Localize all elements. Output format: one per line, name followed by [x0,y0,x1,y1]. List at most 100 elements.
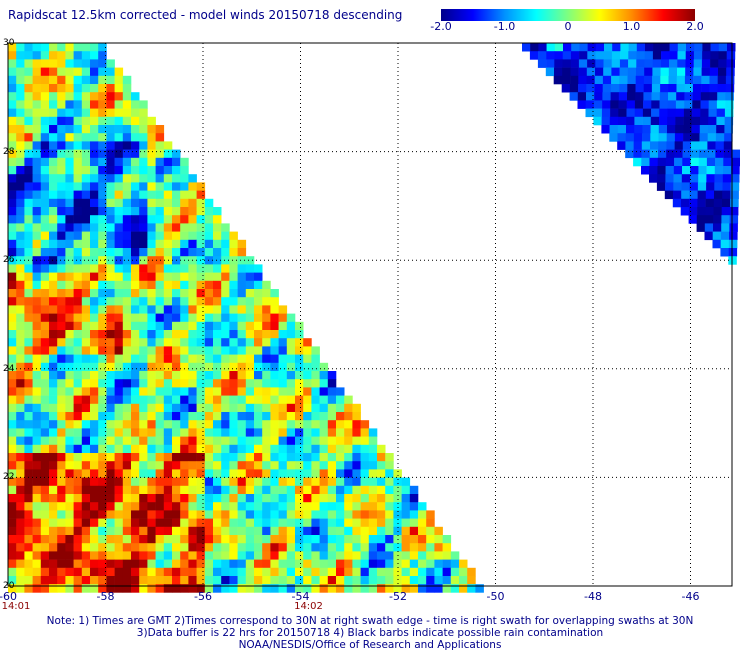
wind-cell [361,437,370,446]
wind-cell [106,346,115,355]
wind-cell [287,363,296,372]
wind-cell [8,207,17,216]
wind-cell [369,535,378,544]
wind-cell [147,232,156,241]
swath-time-label: 14:02 [294,601,323,612]
wind-cell [82,461,91,470]
wind-cell [604,59,613,68]
wind-cell [82,289,91,298]
wind-cell [682,182,691,191]
wind-cell [33,92,42,101]
wind-cell [16,223,25,232]
wind-cell [16,494,25,503]
wind-cell [270,297,279,306]
wind-cell [90,289,99,298]
wind-cell [180,543,189,552]
wind-cell [65,510,74,519]
wind-cell [115,330,124,339]
wind-cell [139,486,148,495]
wind-cell [57,232,65,241]
wind-cell [221,420,230,429]
wind-cell [16,469,25,478]
wind-cell [41,76,50,85]
wind-cell [123,223,132,232]
wind-cell [172,264,181,273]
wind-cell [131,166,140,175]
wind-cell [131,125,140,134]
wind-cell [287,568,296,577]
wind-cell [475,584,484,593]
wind-cell [361,453,370,462]
wind-cell [65,305,74,314]
wind-cell [172,150,181,159]
wind-cell [205,215,214,224]
wind-cell [328,510,337,519]
wind-cell [74,43,83,52]
wind-cell [57,396,65,405]
wind-cell [604,51,613,60]
wind-cell [172,527,181,536]
wind-cell [41,445,50,454]
wind-cell [238,527,247,536]
wind-cell [65,289,74,298]
wind-cell [205,510,214,519]
wind-cell [49,527,58,536]
wind-cell [131,174,140,183]
wind-cell [369,568,378,577]
wind-cell [57,338,65,347]
wind-cell [328,412,337,421]
wind-cell [180,223,189,232]
wind-cell [727,43,736,52]
wind-cell [221,273,230,282]
wind-cell [115,305,124,314]
wind-cell [636,59,645,68]
wind-cell [295,412,304,421]
wind-cell [254,322,263,331]
wind-cell [49,92,58,101]
wind-cell [578,92,587,101]
wind-cell [188,543,197,552]
wind-cell [596,43,605,52]
wind-cell [123,519,132,528]
wind-cell [49,84,58,93]
wind-cell [221,478,230,487]
wind-cell [164,412,173,421]
wind-cell [410,568,419,577]
wind-cell [213,314,222,323]
wind-cell [709,100,718,109]
latitude-label: 24 [3,364,14,374]
wind-cell [311,412,320,421]
wind-cell [33,502,42,511]
wind-cell [172,289,181,298]
wind-cell [147,207,156,216]
wind-cell [82,158,91,167]
wind-cell [270,543,279,552]
wind-cell [682,174,691,183]
wind-cell [115,510,124,519]
wind-cell [694,59,703,68]
wind-cell [352,519,361,528]
wind-cell [82,264,91,273]
wind-cell [188,281,197,290]
wind-cell [246,445,255,454]
wind-cell [336,560,345,569]
wind-cell [41,51,50,60]
wind-cell [16,560,25,569]
wind-cell [156,428,165,437]
wind-cell [139,346,148,355]
wind-cell [262,396,271,405]
wind-cell [612,59,621,68]
wind-cell [8,510,17,519]
wind-cell [344,428,353,437]
wind-cell [90,568,99,577]
wind-cell [147,133,156,142]
wind-cell [82,92,91,101]
wind-cell [385,568,394,577]
wind-cell [172,338,181,347]
wind-cell [246,551,255,560]
wind-cell [609,133,618,142]
wind-cell [410,502,419,511]
wind-cell [8,174,17,183]
wind-cell [164,264,173,273]
wind-cell [33,404,42,413]
